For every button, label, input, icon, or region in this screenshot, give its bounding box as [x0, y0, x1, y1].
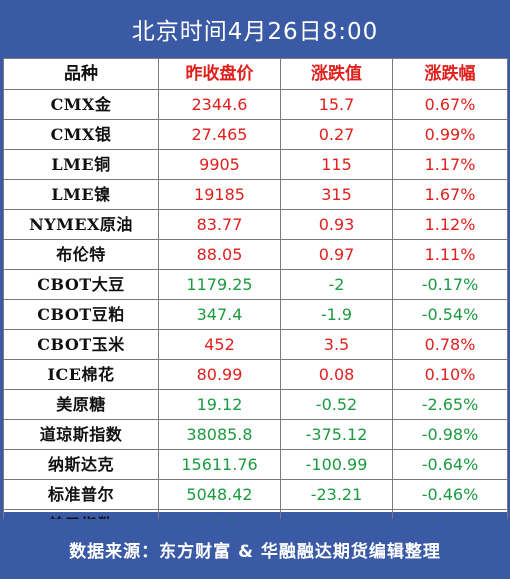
change-percent: 0.78% — [392, 329, 508, 360]
column-header-name: 品种 — [3, 58, 159, 90]
change-percent: 0.99% — [392, 119, 508, 150]
prev-close-value: 15611.76 — [158, 449, 281, 480]
change-percent: 0.10% — [392, 359, 508, 390]
change-value: 0.93 — [280, 209, 393, 240]
change-percent: 1.17% — [392, 149, 508, 180]
column-header-pct: 涨跌幅 — [392, 58, 508, 90]
prev-close-value: 347.4 — [158, 299, 281, 330]
change-value: -100.99 — [280, 449, 393, 480]
change-percent: -0.17% — [392, 269, 508, 300]
instrument-name: CMX银 — [3, 119, 159, 150]
table-row: CBOT玉米 452 3.5 0.78% — [3, 329, 508, 360]
table-row: 道琼斯指数 38085.8 -375.12 -0.98% — [3, 419, 508, 450]
column-header-change: 涨跌值 — [280, 58, 393, 90]
table-row: NYMEX原油 83.77 0.93 1.12% — [3, 209, 508, 240]
quote-table-body: CMX金 2344.6 15.7 0.67% CMX银 27.465 0.27 0.99% LM… — [3, 89, 508, 540]
change-percent: -0.54% — [392, 299, 508, 330]
change-value: 0.97 — [280, 239, 393, 270]
change-value: -23.21 — [280, 479, 393, 510]
change-percent: -0.98% — [392, 419, 508, 450]
prev-close-value: 27.465 — [158, 119, 281, 150]
change-percent: 1.67% — [392, 179, 508, 210]
table-row: CBOT大豆 1179.25 -2 -0.17% — [3, 269, 508, 300]
change-percent: 1.12% — [392, 209, 508, 240]
quote-table-container: 品种 昨收盘价 涨跌值 涨跌幅 CMX金 2344.6 15.7 0.67% CMX银 2… — [3, 58, 508, 540]
prev-close-value: 38085.8 — [158, 419, 281, 450]
instrument-name: 标准普尔 — [3, 479, 159, 510]
column-header-close: 昨收盘价 — [158, 58, 281, 90]
quote-table: 品种 昨收盘价 涨跌值 涨跌幅 CMX金 2344.6 15.7 0.67% CMX银 2… — [3, 58, 508, 540]
change-percent: -2.65% — [392, 389, 508, 420]
table-header-row: 品种 昨收盘价 涨跌值 涨跌幅 — [3, 58, 508, 90]
table-row: 布伦特 88.05 0.97 1.11% — [3, 239, 508, 270]
change-percent: 1.11% — [392, 239, 508, 270]
change-value: -0.52 — [280, 389, 393, 420]
prev-close-value: 19185 — [158, 179, 281, 210]
table-row: 纳斯达克 15611.76 -100.99 -0.64% — [3, 449, 508, 480]
change-value: 3.5 — [280, 329, 393, 360]
prev-close-value: 83.77 — [158, 209, 281, 240]
table-row: LME铜 9905 115 1.17% — [3, 149, 508, 180]
change-value: 115 — [280, 149, 393, 180]
change-value: -2 — [280, 269, 393, 300]
change-value: 15.7 — [280, 89, 393, 120]
instrument-name: 美原糖 — [3, 389, 159, 420]
prev-close-value: 452 — [158, 329, 281, 360]
prev-close-value: 80.99 — [158, 359, 281, 390]
instrument-name: ICE棉花 — [3, 359, 159, 390]
change-percent: -0.46% — [392, 479, 508, 510]
instrument-name: 布伦特 — [3, 239, 159, 270]
source-note: 数据来源：东方财富 & 华融融达期货编辑整理 — [0, 519, 510, 579]
change-percent: 0.67% — [392, 89, 508, 120]
table-row: 标准普尔 5048.42 -23.21 -0.46% — [3, 479, 508, 510]
change-value: -1.9 — [280, 299, 393, 330]
prev-close-value: 5048.42 — [158, 479, 281, 510]
instrument-name: CMX金 — [3, 89, 159, 120]
prev-close-value: 88.05 — [158, 239, 281, 270]
change-value: 0.08 — [280, 359, 393, 390]
change-value: 315 — [280, 179, 393, 210]
prev-close-value: 9905 — [158, 149, 281, 180]
instrument-name: CBOT豆粕 — [3, 299, 159, 330]
instrument-name: NYMEX原油 — [3, 209, 159, 240]
instrument-name: 纳斯达克 — [3, 449, 159, 480]
change-value: -375.12 — [280, 419, 393, 450]
prev-close-value: 1179.25 — [158, 269, 281, 300]
prev-close-value: 2344.6 — [158, 89, 281, 120]
page-title: 北京时间4月26日8:00 — [0, 0, 510, 58]
table-row: LME镍 19185 315 1.67% — [3, 179, 508, 210]
prev-close-value: 19.12 — [158, 389, 281, 420]
instrument-name: CBOT玉米 — [3, 329, 159, 360]
instrument-name: 道琼斯指数 — [3, 419, 159, 450]
instrument-name: LME铜 — [3, 149, 159, 180]
table-row: CMX银 27.465 0.27 0.99% — [3, 119, 508, 150]
instrument-name: LME镍 — [3, 179, 159, 210]
change-value: 0.27 — [280, 119, 393, 150]
instrument-name: CBOT大豆 — [3, 269, 159, 300]
change-percent: -0.64% — [392, 449, 508, 480]
table-row: ICE棉花 80.99 0.08 0.10% — [3, 359, 508, 390]
table-row: CBOT豆粕 347.4 -1.9 -0.54% — [3, 299, 508, 330]
table-row: CMX金 2344.6 15.7 0.67% — [3, 89, 508, 120]
table-row: 美原糖 19.12 -0.52 -2.65% — [3, 389, 508, 420]
